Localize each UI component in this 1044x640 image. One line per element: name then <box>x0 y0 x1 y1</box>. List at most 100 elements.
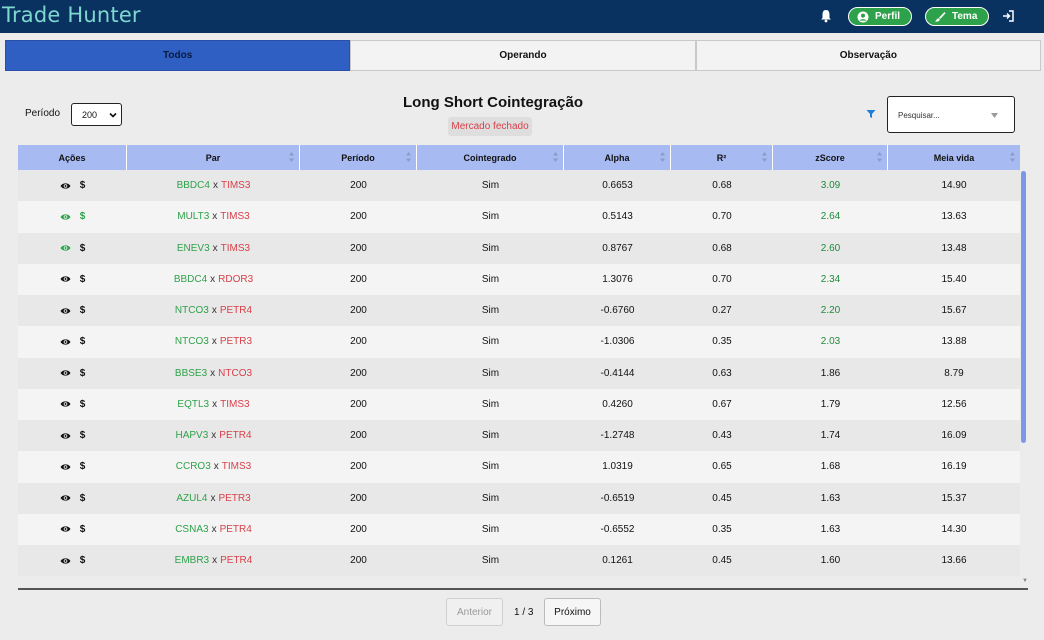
dollar-icon[interactable]: $ <box>79 367 86 379</box>
eye-icon[interactable] <box>60 244 71 252</box>
eye-icon[interactable] <box>60 182 71 190</box>
periodo-cell: 200 <box>350 523 367 535</box>
meia-vida-cell: 15.40 <box>941 273 967 285</box>
eye-icon[interactable] <box>60 432 71 440</box>
col-zscore[interactable]: zScore <box>773 145 888 170</box>
pair-long: CSNA3 <box>175 523 209 535</box>
actions-cell: $ <box>18 420 127 451</box>
eye-icon[interactable] <box>60 494 71 502</box>
dollar-icon[interactable]: $ <box>79 211 86 223</box>
alpha-cell: -0.4144 <box>600 367 635 379</box>
pair-separator: x <box>213 461 219 473</box>
eye-icon[interactable] <box>60 525 71 533</box>
table-row[interactable]: $ ENEV3 x TIMS3 200 Sim 0.8767 0.68 2.60 13.48 <box>18 232 1020 264</box>
table-scrollbar[interactable] <box>1021 171 1026 443</box>
col-alpha[interactable]: Alpha <box>564 145 671 170</box>
periodo-cell: 200 <box>350 555 367 567</box>
dollar-icon[interactable]: $ <box>79 336 86 348</box>
search-select[interactable]: Pesquisar... <box>887 96 1015 133</box>
dollar-icon[interactable]: $ <box>79 461 86 473</box>
scroll-down-arrow[interactable]: ▼ <box>1022 578 1028 584</box>
period-select[interactable]: 200 <box>71 103 122 126</box>
dollar-icon[interactable]: $ <box>79 430 86 442</box>
eye-icon[interactable] <box>60 213 71 221</box>
next-page-button[interactable]: Próximo <box>544 598 601 626</box>
dollar-icon[interactable]: $ <box>79 305 86 317</box>
app-logo[interactable]: Trade Hunter <box>2 3 141 27</box>
table-row[interactable]: $ HAPV3 x PETR4 200 Sim -1.2748 0.43 1.74 16.09 <box>18 420 1020 452</box>
bell-icon[interactable] <box>820 9 832 23</box>
eye-icon[interactable] <box>60 369 71 377</box>
zscore-cell: 2.64 <box>820 211 841 223</box>
table-header: Ações Par Período Cointegrado Alpha R² z… <box>18 145 1020 170</box>
actions-cell: $ <box>18 389 127 420</box>
pair-cell: HAPV3 x PETR4 <box>127 420 300 451</box>
zscore-cell: 1.86 <box>820 367 841 379</box>
table-row[interactable]: $ AZUL4 x PETR3 200 Sim -0.6519 0.45 1.63 15.37 <box>18 482 1020 514</box>
tab-todos[interactable]: Todos <box>5 40 351 71</box>
periodo-cell: 200 <box>350 305 367 317</box>
dollar-icon[interactable]: $ <box>79 555 86 567</box>
eye-icon[interactable] <box>60 338 71 346</box>
table-row[interactable]: $ EQTL3 x TIMS3 200 Sim 0.4260 0.67 1.79 12.56 <box>18 388 1020 420</box>
profile-button[interactable]: Perfil <box>848 7 912 26</box>
table-row[interactable]: $ CSNA3 x PETR4 200 Sim -0.6552 0.35 1.63 14.30 <box>18 513 1020 545</box>
actions-cell: $ <box>18 170 127 201</box>
pair-long: AZUL4 <box>176 492 208 504</box>
col-meia-vida[interactable]: Meia vida <box>888 145 1020 170</box>
pair-short: PETR3 <box>219 336 253 348</box>
pair-long: NTCO3 <box>174 305 209 317</box>
dollar-icon[interactable]: $ <box>79 398 86 410</box>
table-row[interactable]: $ BBSE3 x NTCO3 200 Sim -0.4144 0.63 1.86 8.79 <box>18 357 1020 389</box>
alpha-cell: 1.0319 <box>602 461 633 473</box>
filter-icon[interactable] <box>866 109 876 119</box>
table-row[interactable]: $ MULT3 x TIMS3 200 Sim 0.5143 0.70 2.64 13.63 <box>18 201 1020 233</box>
pair-separator: x <box>211 430 217 442</box>
zscore-cell: 1.68 <box>820 461 841 473</box>
dollar-icon[interactable]: $ <box>79 180 86 192</box>
pair-long: CCRO3 <box>175 461 211 473</box>
sort-icon <box>289 152 294 162</box>
col-r2[interactable]: R² <box>671 145 773 170</box>
zscore-cell: 1.74 <box>820 430 841 442</box>
actions-cell: $ <box>18 514 127 545</box>
pair-cell: NTCO3 x PETR4 <box>127 295 300 326</box>
actions-cell: $ <box>18 233 127 264</box>
eye-icon[interactable] <box>60 557 71 565</box>
tab-observacao[interactable]: Observação <box>695 40 1041 71</box>
table-row[interactable]: $ NTCO3 x PETR4 200 Sim -0.6760 0.27 2.20 15.67 <box>18 295 1020 327</box>
meia-vida-cell: 14.30 <box>941 523 967 535</box>
eye-icon[interactable] <box>60 400 71 408</box>
alpha-cell: 1.3076 <box>602 273 633 285</box>
period-label: Período <box>25 108 61 119</box>
table-row[interactable]: $ EMBR3 x PETR4 200 Sim 0.1261 0.45 1.60 13.66 <box>18 545 1020 577</box>
dollar-icon[interactable]: $ <box>79 242 86 254</box>
profile-label: Perfil <box>875 11 901 22</box>
col-cointegrado[interactable]: Cointegrado <box>417 145 564 170</box>
eye-icon[interactable] <box>60 307 71 315</box>
table-row[interactable]: $ BBDC4 x RDOR3 200 Sim 1.3076 0.70 2.34 15.40 <box>18 263 1020 295</box>
table-row[interactable]: $ BBDC4 x TIMS3 200 Sim 0.6653 0.68 3.09 14.90 <box>18 170 1020 202</box>
pair-short: TIMS3 <box>220 180 251 192</box>
col-periodo[interactable]: Período <box>300 145 417 170</box>
pair-short: PETR4 <box>219 305 253 317</box>
cointegrado-cell: Sim <box>481 211 500 223</box>
zscore-cell: 1.63 <box>820 492 841 504</box>
exit-icon[interactable] <box>1002 10 1014 22</box>
chevron-down-icon <box>991 113 998 118</box>
theme-button[interactable]: Tema <box>925 7 989 26</box>
sort-icon <box>660 152 665 162</box>
table-row[interactable]: $ CCRO3 x TIMS3 200 Sim 1.0319 0.65 1.68 16.19 <box>18 451 1020 483</box>
dollar-icon[interactable]: $ <box>79 492 86 504</box>
table-divider <box>18 588 1028 590</box>
dollar-icon[interactable]: $ <box>79 523 86 535</box>
col-par[interactable]: Par <box>127 145 300 170</box>
r2-cell: 0.43 <box>712 430 732 442</box>
cointegrado-cell: Sim <box>481 461 500 473</box>
eye-icon[interactable] <box>60 463 71 471</box>
table-row[interactable]: $ NTCO3 x PETR3 200 Sim -1.0306 0.35 2.03 13.88 <box>18 326 1020 358</box>
tab-operando[interactable]: Operando <box>350 40 696 71</box>
previous-page-button[interactable]: Anterior <box>446 598 503 626</box>
dollar-icon[interactable]: $ <box>79 273 86 285</box>
eye-icon[interactable] <box>60 275 71 283</box>
